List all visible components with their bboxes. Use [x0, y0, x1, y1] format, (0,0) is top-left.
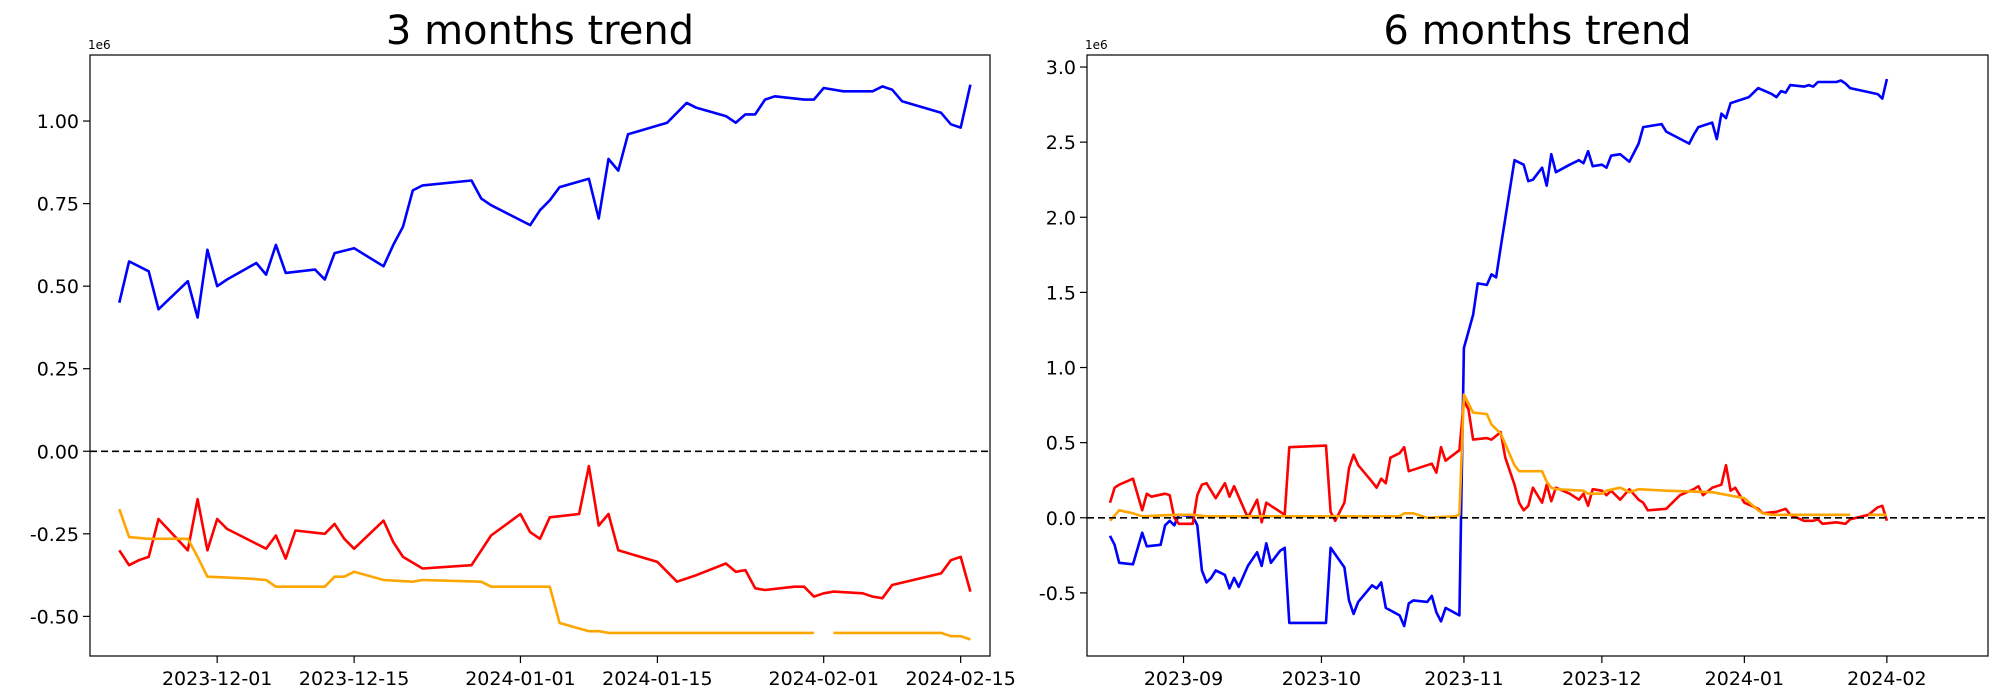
x-tick-label: 2023-10 — [1282, 668, 1361, 690]
x-tick-label: 2023-12 — [1562, 668, 1641, 690]
y-tick-label: 0.5 — [1046, 433, 1076, 455]
plot-frame — [1086, 54, 1989, 657]
y-tick-label: -0.50 — [30, 606, 79, 628]
x-tick-label: 2024-01 — [1705, 668, 1784, 690]
y-tick-label: 0.00 — [37, 441, 79, 463]
y-tick-label: 1.0 — [1046, 358, 1076, 380]
x-tick-label: 2023-12-15 — [299, 668, 409, 690]
series-line-3 — [118, 508, 814, 635]
y-tick-label: 2.0 — [1046, 207, 1076, 229]
y-tick-label: -0.5 — [1039, 583, 1076, 605]
chart-title: 6 months trend — [1383, 8, 1691, 54]
y-tick-label: -0.25 — [30, 524, 79, 546]
chart-title: 3 months trend — [386, 8, 694, 54]
x-tick-label: 2024-01-01 — [465, 668, 575, 690]
y-tick-label: 3.0 — [1046, 57, 1076, 79]
series-line-2 — [118, 464, 972, 600]
y-tick-label: 1.5 — [1046, 282, 1076, 304]
y-tick-label: 0.50 — [37, 276, 79, 298]
x-tick-label: 2024-01-15 — [602, 668, 712, 690]
x-tick-label: 2024-02-01 — [768, 668, 878, 690]
x-tick-label: 2024-02-15 — [905, 668, 1015, 690]
axis-multiplier-label: 1e6 — [88, 38, 111, 52]
series-line-1 — [1108, 78, 1889, 628]
plot-frame — [89, 54, 991, 657]
series-line-2 — [1108, 399, 1889, 526]
x-tick-label: 2023-12-01 — [162, 668, 272, 690]
x-tick-label: 2023-11 — [1424, 668, 1503, 690]
series-line-3 — [833, 631, 971, 641]
y-tick-label: 0.0 — [1046, 508, 1076, 530]
y-tick-label: 0.75 — [37, 194, 79, 216]
y-tick-label: 2.5 — [1046, 132, 1076, 154]
x-tick-label: 2023-09 — [1144, 668, 1223, 690]
axis-multiplier-label: 1e6 — [1085, 38, 1108, 52]
x-tick-label: 2024-02 — [1847, 668, 1926, 690]
chart-6-months-trend: 6 months trend 1e6 -0.5 0.0 0.5 1.0 1.5 2.0 2.5 3… — [1039, 8, 1989, 690]
y-tick-label: 0.25 — [37, 359, 79, 381]
series-line-3 — [1109, 393, 1851, 522]
series-line-1 — [118, 84, 972, 319]
y-tick-label: 1.00 — [37, 111, 79, 133]
chart-3-months-trend: 3 months trend 1e6 -0.50 -0.25 0.00 0.25 0.50 0… — [30, 8, 1016, 690]
